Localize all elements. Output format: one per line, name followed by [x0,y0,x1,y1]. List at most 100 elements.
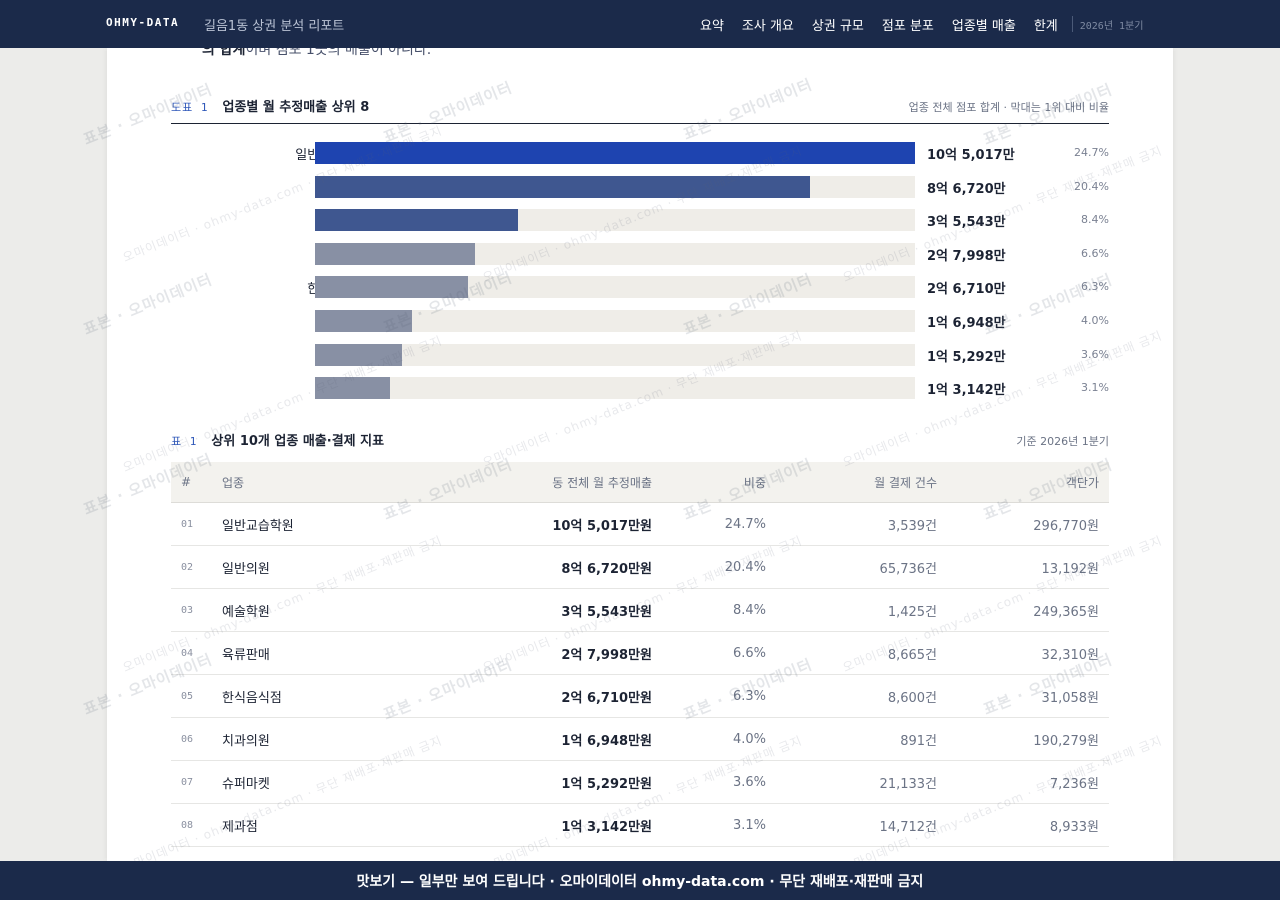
row-payments: 1,425건 [887,604,937,620]
bar-track [315,310,915,332]
row-sales: 3억 5,543만원 [561,604,652,620]
metrics-table: # 업종 동 전체 월 추정매출 비중 월 결제 건수 객단가 01 일반교습학원… [171,462,1109,847]
figure-note: 업종 전체 점포 합계 · 막대는 1위 대비 비율 [908,101,1109,114]
row-industry: 제과점 [222,819,258,835]
row-sales: 2억 7,998만원 [561,647,652,663]
row-sales: 1억 5,292만원 [561,776,652,792]
nav-divider [1071,16,1073,32]
row-avg-price: 32,310원 [1041,647,1099,663]
row-index: 02 [181,561,194,573]
row-avg-price: 31,058원 [1041,690,1099,706]
header-avg-price: 객단가 [1065,475,1099,490]
preview-banner: 맛보기 — 일부만 보여 드립니다 · 오마이데이터 ohmy-data.com… [0,861,1280,900]
figure-caption: 도표 1 업종별 월 추정매출 상위 8 업종 전체 점포 합계 · 막대는 1… [171,96,1109,124]
row-payments: 8,665건 [887,647,937,663]
row-avg-price: 249,365원 [1033,604,1099,620]
figure-title: 업종별 월 추정매출 상위 8 [222,100,370,115]
bar-share-label: 3.1% [1081,381,1109,394]
row-sales: 1억 6,948만원 [561,733,652,749]
bar-track [315,276,915,298]
row-sales: 10억 5,017만원 [552,518,652,534]
bar-value-label: 1억 3,142만 [927,383,1006,398]
report-page: 의 합계이며 점포 1곳의 매출이 아니다. 도표 1 업종별 월 추정매출 상… [107,48,1173,861]
table-row: 02 일반의원 8억 6,720만원 20.4% 65,736건 13,192원 [171,546,1109,589]
row-share: 3.1% [732,817,766,833]
nav-link-summary[interactable]: 요약 [700,18,724,34]
row-share: 6.3% [732,688,766,704]
row-payments: 21,133건 [879,776,937,792]
top-navigation: OHMY-DATA 길음1동 상권 분석 리포트 요약 조사 개요 상권 규모 … [0,0,1280,48]
figure-tag: 도표 1 [171,101,209,114]
header-industry: 업종 [222,475,245,490]
row-index: 08 [181,819,194,831]
intro-bold-text: 의 합계 [202,48,246,58]
row-index: 03 [181,604,194,616]
nav-link-limitations[interactable]: 한계 [1033,18,1058,34]
bar [315,142,915,164]
bar-value-label: 1억 6,948만 [927,316,1006,331]
row-index: 05 [181,690,194,702]
row-sales: 2억 6,710만원 [561,690,652,706]
table-row: 01 일반교습학원 10억 5,017만원 24.7% 3,539건 296,770원 [171,503,1109,546]
bar-share-label: 24.7% [1074,146,1109,159]
bar [315,276,468,298]
table-row: 08 제과점 1억 3,142만원 3.1% 14,712건 8,933원 [171,804,1109,847]
nav-link-overview[interactable]: 조사 개요 [741,18,794,34]
header-sales: 동 전체 월 추정매출 [552,475,652,490]
bar-share-label: 4.0% [1081,314,1109,327]
row-share: 4.0% [732,731,766,747]
figure-rule [171,123,1109,124]
table-row: 05 한식음식점 2억 6,710만원 6.3% 8,600건 31,058원 [171,675,1109,718]
row-payments: 3,539건 [887,518,937,534]
row-share: 20.4% [724,559,766,575]
table-row: 07 슈퍼마켓 1억 5,292만원 3.6% 21,133건 7,236원 [171,761,1109,804]
bar-value-label: 10억 5,017만 [927,148,1015,163]
table-row: 04 육류판매 2억 7,998만원 6.6% 8,665건 32,310원 [171,632,1109,675]
row-sales: 1억 3,142만원 [561,819,652,835]
bar-share-label: 3.6% [1081,348,1109,361]
table-header-row: # 업종 동 전체 월 추정매출 비중 월 결제 건수 객단가 [171,462,1109,503]
row-avg-price: 296,770원 [1033,518,1099,534]
nav-link-market-size[interactable]: 상권 규모 [811,18,864,34]
table-caption: 표 1 상위 10개 업종 매출·결제 지표 기준 2026년 1분기 [171,430,1109,458]
row-industry: 슈퍼마켓 [222,776,270,792]
row-index: 04 [181,647,194,659]
row-share: 8.4% [732,602,766,618]
nav-link-sales-by-industry[interactable]: 업종별 매출 [951,18,1016,34]
brand-logo[interactable]: OHMY-DATA [106,16,180,29]
bar [315,176,810,198]
bar-value-label: 1억 5,292만 [927,350,1006,365]
bar [315,243,475,265]
bar-share-label: 6.3% [1081,280,1109,293]
row-payments: 8,600건 [887,690,937,706]
row-industry: 일반교습학원 [222,518,294,534]
row-index: 07 [181,776,194,788]
banner-text: 맛보기 — 일부만 보여 드립니다 · 오마이데이터 ohmy-data.com… [356,873,924,890]
row-index: 06 [181,733,194,745]
row-industry: 예술학원 [222,604,270,620]
period-label: 2026년 1분기 [1079,20,1144,32]
row-payments: 891건 [900,733,937,749]
header-share: 비중 [743,475,766,490]
bar [315,377,390,399]
nav-link-store-distribution[interactable]: 점포 분포 [881,18,934,34]
row-industry: 일반의원 [222,561,270,577]
bar-track [315,377,915,399]
bar-track [315,344,915,366]
bar-share-label: 20.4% [1074,180,1109,193]
bar-track [315,209,915,231]
nav-links: 요약 조사 개요 상권 규모 점포 분포 업종별 매출 한계 2026년 1분기 [700,0,1280,48]
bar [315,209,518,231]
table-row: 03 예술학원 3억 5,543만원 8.4% 1,425건 249,365원 [171,589,1109,632]
row-avg-price: 8,933원 [1049,819,1099,835]
row-share: 24.7% [724,516,766,532]
bar-value-label: 2억 7,998만 [927,249,1006,264]
row-sales: 8억 6,720만원 [561,561,652,577]
row-industry: 육류판매 [222,647,270,663]
table-tag: 표 1 [171,435,198,448]
